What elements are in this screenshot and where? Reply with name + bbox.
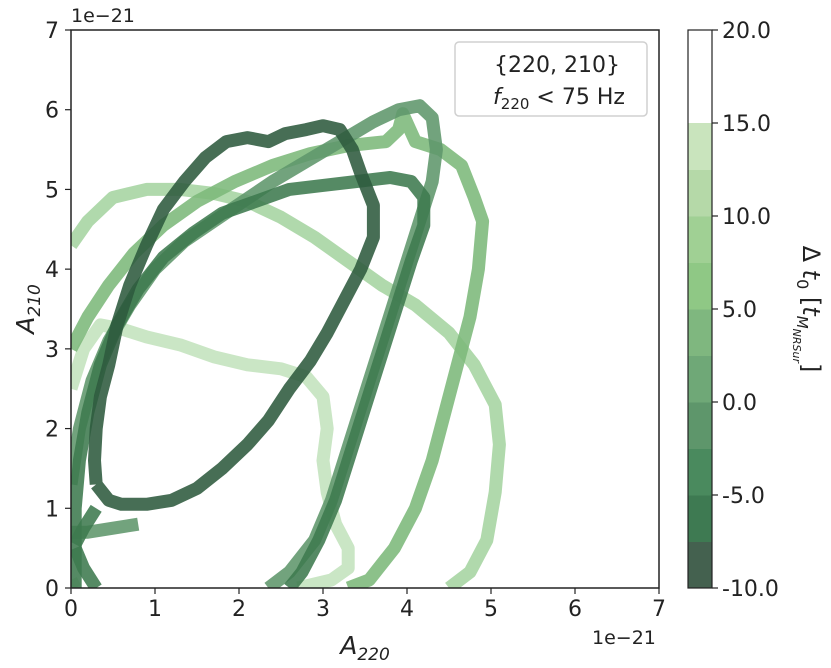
y-tick-label: 1 — [45, 497, 59, 522]
x-tick-label: 6 — [568, 597, 582, 622]
colorbar-band — [688, 169, 712, 217]
colorbar-tick-label: 20.0 — [722, 19, 771, 44]
x-tick-label: 7 — [652, 597, 666, 622]
x-tick-label: 1 — [148, 597, 162, 622]
annotation-box: {220, 210} f220 < 75 Hz — [454, 41, 648, 117]
colorbar-band — [688, 402, 712, 449]
contour-line-dt0--5 — [71, 545, 102, 588]
annotation-line-1: {220, 210} — [494, 53, 620, 78]
y-offset-label: 1e−21 — [71, 5, 135, 27]
x-tick-label: 3 — [316, 597, 330, 622]
x-offset-label: 1e−21 — [592, 627, 656, 649]
x-tick-label: 5 — [484, 597, 498, 622]
colorbar-tick-label: 10.0 — [722, 205, 771, 230]
colorbar-band — [688, 216, 712, 263]
colorbar-band — [688, 123, 712, 170]
y-tick-label: 5 — [45, 178, 59, 203]
contour-line-dt0-5 — [71, 107, 490, 588]
x-axis-label: A220 — [338, 631, 390, 665]
colorbar-band — [688, 309, 712, 356]
colorbar-tick-label: 0.0 — [722, 391, 757, 416]
y-tick-label: 2 — [45, 418, 59, 443]
x-tick-label: 2 — [232, 597, 246, 622]
y-tick-label: 3 — [45, 338, 59, 363]
contour-line-dt0--10 — [88, 119, 380, 511]
contour-line-dt0--5 — [71, 504, 102, 548]
y-axis-ticks: 0 1 2 3 4 5 6 7 — [45, 19, 71, 602]
x-tick-label: 4 — [400, 597, 414, 622]
x-tick-label: 0 — [64, 597, 78, 622]
y-tick-label: 0 — [45, 577, 59, 602]
x-axis-ticks: 0 1 2 3 4 5 6 7 — [64, 588, 666, 622]
colorbar-band — [688, 355, 712, 403]
colorbar-tick-label: -5.0 — [722, 484, 765, 509]
colorbar-tick-label: -10.0 — [722, 577, 779, 602]
colorbar-band — [688, 541, 712, 589]
colorbar-ticks: -10.0 -5.0 0.0 5.0 10.0 15.0 20.0 — [712, 19, 779, 602]
colorbar-tick-label: 15.0 — [722, 112, 771, 137]
colorbar-band — [688, 262, 712, 310]
y-tick-label: 7 — [45, 19, 59, 44]
colorbar-band — [688, 448, 712, 496]
colorbar-label: Δ t0 [tMNRSur] — [790, 246, 825, 373]
colorbar — [688, 123, 712, 589]
y-axis-label: A210 — [11, 284, 45, 336]
colorbar-tick-label: 5.0 — [722, 298, 757, 323]
contour-lines — [71, 99, 506, 588]
plot-frame — [70, 29, 660, 589]
y-tick-label: 4 — [45, 258, 59, 283]
contour-line-dt0--5 — [71, 171, 431, 588]
y-tick-label: 6 — [45, 99, 59, 124]
annotation-line-2: f220 < 75 Hz — [493, 85, 625, 113]
colorbar-band — [688, 495, 712, 542]
